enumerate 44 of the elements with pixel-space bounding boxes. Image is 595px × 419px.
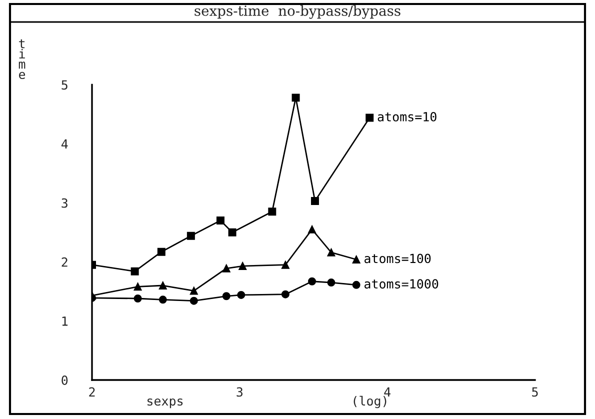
y-tick-label: 0 <box>62 376 68 385</box>
series-label: atoms=10 <box>378 112 436 122</box>
y-tick-label: 1 <box>62 316 68 326</box>
point <box>352 280 360 289</box>
point <box>134 282 142 291</box>
point <box>190 286 198 295</box>
point <box>190 296 198 305</box>
x-tick-label: 5 <box>532 387 538 397</box>
point <box>308 277 316 286</box>
x-tick-label: 4 <box>384 387 390 397</box>
point <box>327 248 336 256</box>
y-tick-label: 2 <box>62 257 68 267</box>
point <box>366 114 374 122</box>
series-label: atoms=100 <box>364 254 431 264</box>
point <box>310 197 319 206</box>
y-axis-title: time <box>18 39 26 80</box>
x-tick-label: 2 <box>89 387 95 397</box>
chart-title: sexps-time no-bypass/bypass <box>194 5 400 19</box>
point <box>308 225 316 234</box>
point <box>292 94 300 102</box>
x-axis-title: sexps <box>147 398 183 408</box>
point <box>158 282 167 290</box>
point <box>222 264 230 272</box>
point <box>237 290 246 299</box>
point <box>352 256 360 264</box>
y-tick-label: 5 <box>62 80 68 90</box>
x-tick-label: 3 <box>236 387 242 397</box>
point <box>158 296 167 304</box>
point <box>222 292 230 300</box>
point <box>228 228 236 236</box>
y-tick-label: 4 <box>61 139 68 149</box>
point <box>134 294 142 302</box>
point <box>281 260 290 269</box>
point <box>216 216 224 225</box>
series-label: atoms=1000 <box>364 279 438 289</box>
point <box>157 248 166 256</box>
point <box>238 262 247 270</box>
text: (log) <box>354 396 386 408</box>
point <box>186 232 195 240</box>
point <box>327 278 336 287</box>
point <box>268 208 276 216</box>
y-tick-label: 3 <box>62 198 68 208</box>
point <box>281 290 290 298</box>
point <box>130 267 139 276</box>
